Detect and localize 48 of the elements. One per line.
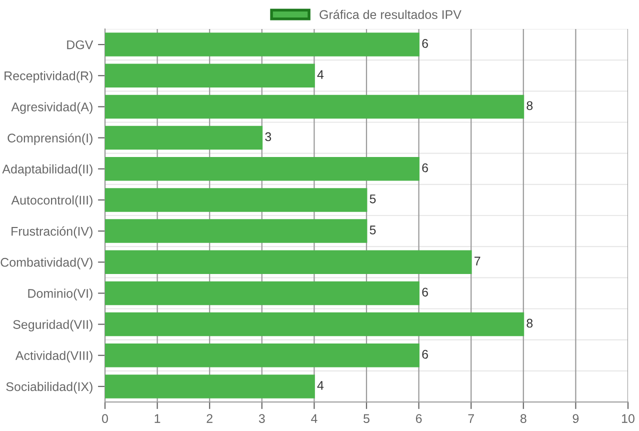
x-tick-label: 5: [364, 414, 370, 423]
bar: [105, 343, 420, 368]
data-label: 3: [265, 132, 272, 142]
data-label: 4: [317, 70, 324, 79]
bar: [105, 94, 524, 119]
y-tick-label: Adaptabilidad(II): [2, 164, 92, 176]
x-tick-label: 10: [622, 414, 634, 423]
bar: [105, 156, 420, 181]
x-tick-label: 8: [520, 414, 526, 423]
data-label: 4: [317, 381, 324, 390]
x-tick-label: 9: [572, 414, 579, 423]
x-tick-label: 2: [206, 414, 212, 423]
data-label: 6: [422, 39, 428, 48]
bar: [105, 312, 524, 336]
bar: [105, 281, 420, 306]
x-tick-label: 7: [468, 414, 474, 423]
x-tick-label: 4: [311, 414, 318, 423]
x-tick-label: 1: [154, 414, 160, 423]
bar: [105, 64, 315, 88]
bar: [105, 32, 420, 56]
data-label: 8: [526, 318, 533, 328]
y-tick-label: Dominio(VI): [28, 288, 92, 300]
x-tick-label: 6: [416, 414, 422, 423]
data-label: 7: [474, 256, 480, 266]
bar: [105, 188, 368, 212]
bar: [105, 219, 368, 243]
bar: [105, 374, 315, 398]
y-tick-label: Comprensión(I): [8, 133, 92, 145]
x-tick-label: 0: [102, 414, 108, 423]
legend-label: Gráfica de resultados IPV: [320, 10, 462, 20]
data-label: 5: [370, 226, 376, 234]
y-tick-label: Actividad(VIII): [15, 350, 92, 362]
bar: [105, 126, 263, 150]
x-tick-label: 3: [258, 414, 265, 423]
y-tick-label: Seguridad(VII): [13, 320, 92, 332]
data-label: 8: [526, 101, 533, 110]
y-tick-label: Agresividad(A): [11, 102, 92, 114]
bar: [105, 250, 472, 274]
y-tick-label: Frustración(IV): [12, 226, 92, 238]
y-tick-label: Autocontrol(III): [11, 195, 92, 208]
y-tick-label: Receptividad(R): [4, 71, 92, 83]
y-tick-label: DGV: [67, 40, 94, 50]
data-label: 6: [422, 350, 428, 359]
data-label: 6: [422, 288, 428, 297]
data-label: 6: [422, 163, 428, 172]
y-tick-label: Sociabilidad(IX): [6, 382, 92, 394]
data-label: 5: [370, 194, 376, 204]
y-tick-label: Combatividad(V): [0, 258, 92, 270]
